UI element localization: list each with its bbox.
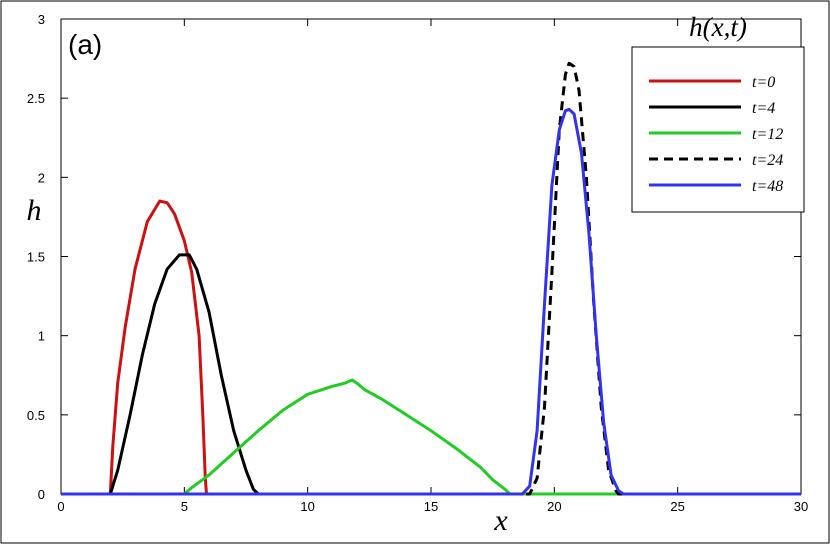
x-tick-label: 30 <box>794 499 808 514</box>
y-axis-title: h <box>27 194 42 227</box>
x-tick-label: 10 <box>300 499 314 514</box>
legend-label-1: t=0 <box>752 74 775 91</box>
series-line-5 <box>61 107 801 496</box>
x-axis-title: x <box>493 504 508 537</box>
y-tick-label: 1.5 <box>27 250 45 265</box>
series-layer <box>61 61 801 496</box>
series-line-1 <box>61 199 801 496</box>
legend-label-3: t=12 <box>752 126 783 143</box>
x-tick-label: 15 <box>424 499 438 514</box>
legend: t=0 t=4 t=12 t=24 t=48 <box>631 46 805 213</box>
legend-title: h(x,t) <box>689 12 747 42</box>
series-line-2 <box>61 253 801 496</box>
y-tick-label: 3 <box>38 12 45 27</box>
x-tick-label: 20 <box>547 499 561 514</box>
axis-ticks: 0 5 10 15 20 25 30 0 0.5 1 1.5 2 2.5 3 <box>27 12 808 514</box>
y-tick-label: 1 <box>38 329 45 344</box>
y-tick-label: 0.5 <box>27 408 45 423</box>
panel-label: (a) <box>68 29 102 60</box>
legend-label-4: t=24 <box>752 152 783 169</box>
y-tick-label: 0 <box>38 487 45 502</box>
x-tick-label: 5 <box>181 499 188 514</box>
legend-label-5: t=48 <box>752 178 783 195</box>
series-line-3 <box>61 378 801 496</box>
y-tick-label: 2.5 <box>27 91 45 106</box>
x-tick-label: 25 <box>670 499 684 514</box>
y-tick-label: 2 <box>38 170 45 185</box>
legend-label-2: t=4 <box>752 100 775 117</box>
x-tick-label: 0 <box>57 499 64 514</box>
